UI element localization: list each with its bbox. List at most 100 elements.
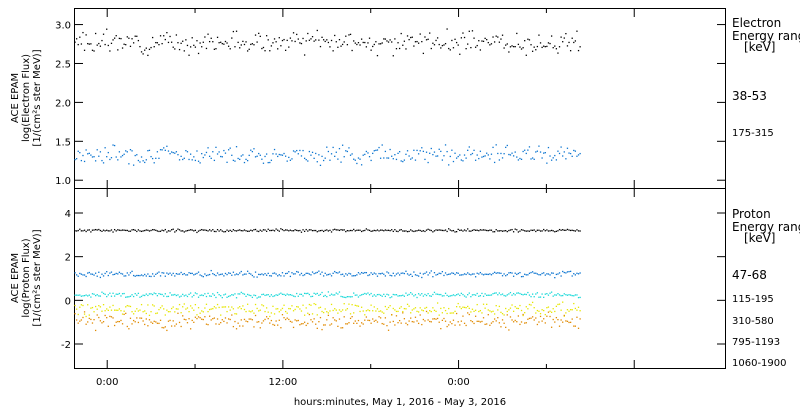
proton-series-4-point xyxy=(359,325,361,327)
proton-series-4-point xyxy=(254,314,257,317)
electron-series-1-point xyxy=(137,159,140,162)
proton-series-1-point xyxy=(313,272,315,275)
proton-series-4-point xyxy=(416,320,418,322)
proton-series-3-point xyxy=(321,310,323,313)
electron-series-0-point xyxy=(468,30,470,32)
proton-series-3-point xyxy=(319,306,322,308)
proton-series-2-point xyxy=(267,294,269,296)
electron-series-1-point xyxy=(519,157,521,160)
proton-series-4-point xyxy=(527,318,529,320)
proton-series-1-point xyxy=(547,273,550,275)
electron-series-1-point xyxy=(538,145,540,147)
proton-series-0-point xyxy=(400,228,402,231)
proton-series-3-point xyxy=(574,307,577,310)
proton-series-0-point xyxy=(291,230,293,232)
electron-series-1-point xyxy=(536,150,539,152)
electron-series-0-point xyxy=(353,40,355,42)
proton-series-4-point xyxy=(376,321,379,323)
proton-series-1-point xyxy=(471,273,474,275)
proton-series-2-point xyxy=(397,295,399,297)
proton-series-0-point xyxy=(264,229,266,231)
electron-series-0-point xyxy=(535,49,537,51)
proton-series-3-point xyxy=(231,306,233,308)
proton-series-3-point xyxy=(448,307,450,310)
proton-series-0-point xyxy=(253,229,255,231)
electron-series-0-point xyxy=(288,46,290,48)
proton-series-3-point xyxy=(392,307,394,310)
proton-series-3-point xyxy=(383,312,385,314)
proton-series-4-point xyxy=(240,319,242,321)
electron-series-0-point xyxy=(516,32,518,35)
proton-series-4-point xyxy=(454,324,456,326)
electron-series-0-point xyxy=(550,35,553,37)
proton-series-3-point xyxy=(296,305,298,308)
proton-series-0-point xyxy=(118,229,121,231)
proton-series-3-point xyxy=(460,307,463,310)
proton-series-2-point xyxy=(484,293,486,295)
proton-series-1-point xyxy=(245,273,247,275)
proton-series-2-point xyxy=(541,293,543,295)
proton-series-4-point xyxy=(106,317,108,319)
proton-series-0-point xyxy=(202,229,204,231)
proton-series-3-point xyxy=(166,309,168,311)
proton-series-3-point xyxy=(207,310,209,313)
proton-series-0-point xyxy=(500,230,502,232)
proton-series-4-point xyxy=(305,324,307,327)
electron-series-0-point xyxy=(311,36,314,38)
proton-series-0-point xyxy=(272,229,274,231)
proton-series-3-point xyxy=(194,304,197,306)
electron-series-1-point xyxy=(234,160,236,162)
proton-series-1-point xyxy=(121,273,124,275)
proton-series-2-point xyxy=(237,293,239,295)
proton-series-1 xyxy=(74,269,581,279)
proton-series-0-point xyxy=(354,230,356,232)
electron-series-0-point xyxy=(360,38,363,40)
proton-legend-series-2: 310-580 xyxy=(732,316,774,327)
proton-series-0-point xyxy=(430,229,432,232)
proton-series-1-point xyxy=(486,273,488,275)
proton-series-0-point xyxy=(349,229,352,232)
proton-series-0-point xyxy=(277,229,279,231)
proton-series-1-point xyxy=(535,272,537,274)
proton-series-0-point xyxy=(186,229,189,232)
electron-series-1-point xyxy=(191,159,193,161)
proton-series-0-point xyxy=(132,229,135,231)
electron-series-0-point xyxy=(479,49,482,51)
proton-legend-series-1: 115-195 xyxy=(732,294,774,305)
proton-series-3-point xyxy=(395,310,398,313)
proton-series-0-point xyxy=(123,229,125,231)
proton-series-3-point xyxy=(167,311,170,313)
proton-series-2-point xyxy=(91,293,94,295)
proton-series-3-point xyxy=(346,308,349,310)
proton-series-0-point xyxy=(258,230,260,233)
proton-series-0-point xyxy=(311,229,314,232)
proton-series-1-point xyxy=(569,270,572,273)
electron-series-0-point xyxy=(573,41,575,44)
electron-series-1-point xyxy=(329,159,331,161)
electron-series-0-point xyxy=(231,37,233,39)
proton-series-3-point xyxy=(577,306,580,308)
proton-series-3-point xyxy=(440,307,442,310)
proton-series-3-point xyxy=(452,312,455,314)
proton-series-0-point xyxy=(357,229,360,231)
electron-series-0-point xyxy=(245,41,247,43)
proton-series-3-point xyxy=(541,309,543,311)
proton-series-0-point xyxy=(566,228,569,231)
proton-series-2-point xyxy=(88,294,90,296)
proton-series-4-point xyxy=(186,322,189,324)
proton-series-2-point xyxy=(226,296,228,298)
electron-series-1-point xyxy=(411,157,413,159)
proton-series-3-point xyxy=(373,306,375,308)
proton-series-3-point xyxy=(470,311,472,313)
proton-series-2-point xyxy=(343,296,345,298)
electron-series-0-point xyxy=(493,41,496,43)
proton-series-0-point xyxy=(75,230,78,232)
electron-series-1-point xyxy=(300,155,303,157)
electron-series-0-point xyxy=(546,45,548,48)
proton-series-0-point xyxy=(558,228,561,231)
proton-series-3-point xyxy=(351,304,353,306)
electron-series-1-point xyxy=(465,157,467,159)
proton-series-0-point xyxy=(207,230,209,232)
proton-series-1-point xyxy=(397,272,399,274)
proton-series-1-point xyxy=(356,274,358,276)
